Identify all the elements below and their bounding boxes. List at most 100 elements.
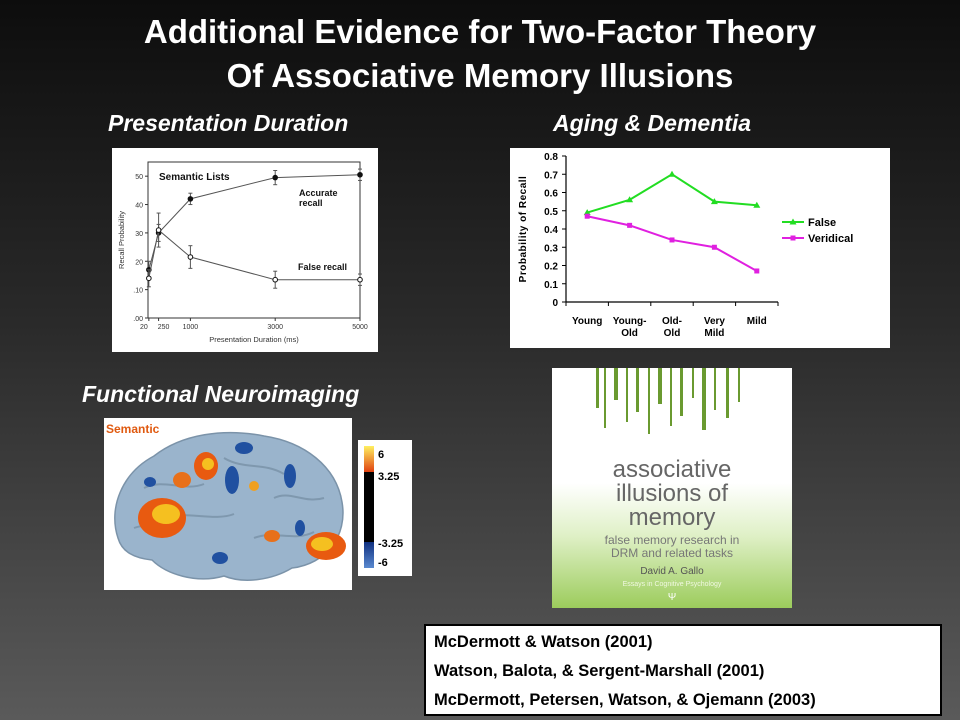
y-tick-label-2: 0.4 <box>544 225 558 236</box>
publisher-logo: Ψ <box>667 592 677 603</box>
functional-neuroimaging-heading: Functional Neuroimaging <box>82 381 360 407</box>
false-recall-point <box>155 227 162 233</box>
title-line-2: Of Associative Memory Illusions <box>226 57 734 94</box>
scale-hot-band <box>364 446 374 472</box>
legend-label-2: False <box>808 217 836 229</box>
accurate-recall-point <box>357 171 363 178</box>
citation-3: McDermott, Petersen, Watson, & Ojemann (… <box>434 691 816 709</box>
y-tick-label-1: 40 <box>135 203 143 210</box>
y-tick-label-2: 0.7 <box>544 170 558 181</box>
book-title-line-1: associative <box>612 456 732 483</box>
x-tick-label-1: 1000 <box>183 324 199 331</box>
y-tick-label-2: 0.6 <box>544 189 558 200</box>
title-line-1: Additional Evidence for Two-Factor Theor… <box>143 13 817 50</box>
legend-label-2: Veridical <box>808 233 853 245</box>
presentation-duration-svg: .00 .10 20 30 40 50 20 250 1000 3000 5000 Presentat… <box>117 161 368 344</box>
neuro-semantic-label: Semantic <box>106 422 160 436</box>
book-title-line-3: memory <box>628 504 716 531</box>
neuro-baseline-label: baseline <box>106 436 155 450</box>
category-label-2: Mild <box>704 328 724 339</box>
color-scale-svg: 6 3.25 -3.25 -6 <box>364 446 403 569</box>
x-axis-label-1: Presentation Duration (ms) <box>209 335 299 344</box>
accurate-recall-label: Accurate <box>299 188 338 198</box>
false-recall-point <box>187 254 194 260</box>
false-point <box>583 209 591 216</box>
presentation-duration-heading: Presentation Duration <box>108 110 349 136</box>
x-tick-label-1: 3000 <box>267 324 283 331</box>
scale-cold-band <box>364 542 374 568</box>
book-series: Essays in Cognitive Psychology <box>622 581 722 588</box>
plot-frame-1 <box>147 161 361 319</box>
activation-hot <box>138 452 346 560</box>
y-axis-label-2: Probability of Recall <box>518 176 529 283</box>
y-axis-label-1: Recall Probability <box>117 211 126 269</box>
brain-sulci <box>133 457 325 539</box>
book-title: associative illusions of memory <box>552 458 792 530</box>
scale-label-neg6: -6 <box>378 557 388 569</box>
false-point <box>753 201 761 208</box>
chart-title-1: Semantic Lists <box>159 172 230 183</box>
veridical-point <box>669 237 675 243</box>
book-title-line-2: illusions of <box>615 480 729 507</box>
book-cover: associative illusions of memory false me… <box>552 368 792 608</box>
false-point <box>626 196 634 203</box>
accurate-recall-label: recall <box>299 198 323 208</box>
citations-box: McDermott & Watson (2001) Watson, Balota… <box>424 624 942 716</box>
citation-2: Watson, Balota, & Sergent-Marshall (2001… <box>434 662 765 680</box>
book-subtitle-line-2: DRM and related tasks <box>610 546 734 560</box>
y-tick-label-2: 0.5 <box>544 207 558 218</box>
neuro-vs-label: vs. <box>162 422 180 436</box>
citation-1: McDermott & Watson (2001) <box>434 633 653 651</box>
slide-title: Additional Evidence for Two-Factor Theor… <box>0 10 960 98</box>
y-tick-label-2: 0.2 <box>544 262 558 273</box>
activation-cold <box>144 442 305 564</box>
y-tick-label-2: 0.1 <box>544 280 558 291</box>
aging-dementia-chart: 0 0.1 0.2 0.3 0.4 0.5 0.6 0.7 0.8 Young Young- Old O… <box>510 148 890 348</box>
veridical-point <box>711 244 717 250</box>
y-tick-label-2: 0.3 <box>544 243 558 254</box>
veridical-point <box>627 222 633 228</box>
presentation-duration-chart: .00 .10 20 30 40 50 20 250 1000 3000 5000 Presentat… <box>112 148 378 352</box>
x-tick-label-1: 20 <box>140 324 148 331</box>
false-series-line <box>586 173 757 214</box>
category-label-2: Old <box>621 328 638 339</box>
y-tick-label-2: 0.8 <box>544 152 558 163</box>
false-recall-label: False recall <box>298 262 347 272</box>
y-tick-label-1: 50 <box>135 174 143 181</box>
color-scale: 6 3.25 -3.25 -6 <box>358 440 412 576</box>
x-tick-label-1: 5000 <box>352 324 368 331</box>
veridical-point <box>754 268 760 274</box>
scale-label-325: 3.25 <box>378 471 399 483</box>
accurate-recall-point <box>272 174 278 181</box>
false-recall-point <box>357 276 363 283</box>
false-recall-point <box>272 276 278 283</box>
y-tick-label-1: .00 <box>133 316 143 323</box>
scale-label-neg325: -3.25 <box>378 538 403 550</box>
book-drips <box>596 368 740 434</box>
brain-svg <box>114 431 346 581</box>
x-tick-label-1: 250 <box>158 324 170 331</box>
category-label-2: Old <box>664 328 681 339</box>
category-label-2: Young- <box>613 316 647 327</box>
y-tick-label-1: 20 <box>135 259 143 266</box>
false-point <box>668 170 676 177</box>
scale-black-band <box>364 472 374 542</box>
veridical-point <box>584 213 590 219</box>
legend-marker-false <box>789 218 797 225</box>
category-label-2: Mild <box>747 316 767 327</box>
category-label-2: Young <box>572 316 602 327</box>
legend-marker-veridical <box>790 235 796 241</box>
book-author: David A. Gallo <box>640 566 704 577</box>
book-subtitle: false memory research in DRM and related… <box>552 534 792 560</box>
scale-label-6: 6 <box>378 449 384 461</box>
veridical-series-line <box>586 215 758 272</box>
false-recall-point <box>146 275 152 282</box>
book-subtitle-line-1: false memory research in <box>604 533 740 547</box>
category-label-2: Old- <box>662 316 682 327</box>
aging-dementia-heading: Aging & Dementia <box>553 110 752 136</box>
category-label-2: Very <box>704 316 726 327</box>
y-tick-label-1: 30 <box>135 231 143 238</box>
y-tick-label-1: .10 <box>133 288 143 295</box>
y-tick-label-2: 0 <box>552 298 558 309</box>
